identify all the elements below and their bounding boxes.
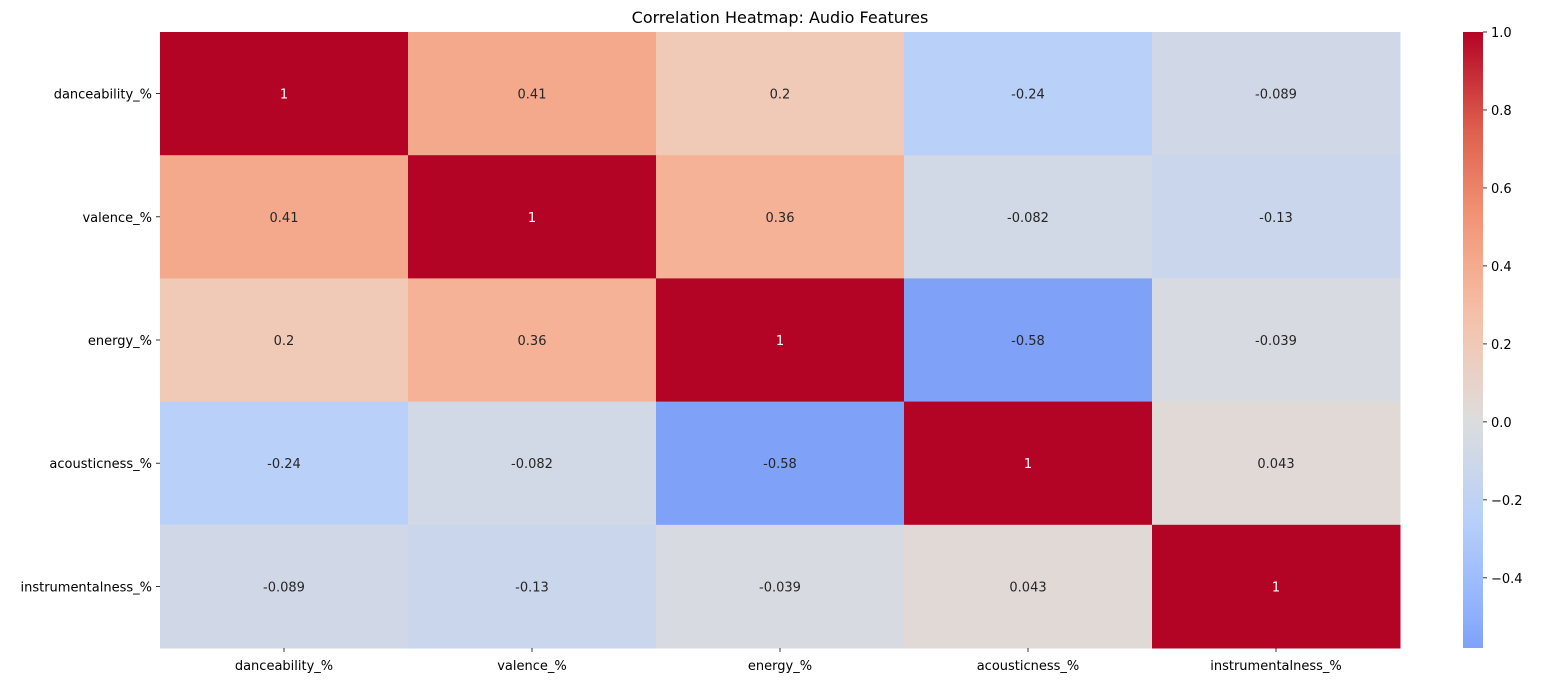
heatmap-cell bbox=[160, 155, 409, 279]
heatmap-cell bbox=[656, 524, 905, 649]
heatmap-cell bbox=[1152, 278, 1401, 403]
cell-annotation: 0.043 bbox=[1009, 580, 1046, 595]
x-tick-label: danceability_% bbox=[235, 659, 333, 674]
heatmap-cell bbox=[408, 32, 657, 156]
y-axis: danceability_% valence_% energy_% acousticn… bbox=[20, 88, 160, 595]
heatmap-cell bbox=[656, 32, 905, 156]
heatmap-cells bbox=[160, 32, 1401, 649]
heatmap-cell bbox=[1152, 155, 1401, 279]
heatmap-cell bbox=[904, 32, 1153, 156]
cell-annotation: -0.24 bbox=[267, 457, 301, 472]
heatmap-cell bbox=[408, 278, 657, 403]
cell-annotation: 1 bbox=[280, 88, 288, 103]
cell-annotation: 1 bbox=[1024, 457, 1032, 472]
cell-annotation: 0.043 bbox=[1257, 457, 1294, 472]
heatmap-cell bbox=[160, 278, 409, 403]
heatmap-cell bbox=[408, 524, 657, 649]
cell-annotation: 0.36 bbox=[518, 334, 547, 349]
colorbar-tick-label: 0.6 bbox=[1491, 182, 1512, 197]
x-axis: danceability_% valence_% energy_% acousticn… bbox=[235, 648, 1342, 674]
colorbar-tick-label: −0.4 bbox=[1491, 572, 1523, 587]
heatmap-cell bbox=[904, 155, 1153, 279]
cell-annotation: 1 bbox=[1272, 580, 1280, 595]
heatmap-cell bbox=[408, 401, 657, 526]
heatmap-cell bbox=[656, 401, 905, 526]
heatmap-cell bbox=[904, 524, 1153, 649]
cell-annotation: 0.2 bbox=[274, 334, 295, 349]
cell-annotation: -0.089 bbox=[1255, 88, 1297, 103]
heatmap-cell bbox=[1152, 401, 1401, 526]
y-tick-label: valence_% bbox=[82, 211, 152, 226]
heatmap-cell bbox=[160, 32, 409, 156]
colorbar-tick-label: 0.8 bbox=[1491, 104, 1512, 119]
x-tick-label: valence_% bbox=[497, 659, 567, 674]
y-tick-label: energy_% bbox=[88, 334, 152, 349]
cell-annotation: 0.36 bbox=[766, 211, 795, 226]
cell-annotation: 0.2 bbox=[770, 88, 791, 103]
y-tick-label: instrumentalness_% bbox=[20, 580, 152, 595]
cell-annotation: 0.41 bbox=[518, 88, 547, 103]
heatmap-cell bbox=[1152, 524, 1401, 649]
cell-annotation: -0.039 bbox=[759, 580, 801, 595]
heatmap-cell bbox=[656, 278, 905, 403]
heatmap-cell bbox=[408, 155, 657, 279]
cell-annotation: 1 bbox=[528, 211, 536, 226]
cell-annotation: -0.039 bbox=[1255, 334, 1297, 349]
x-tick-label: instrumentalness_% bbox=[1210, 659, 1342, 674]
cell-annotation: -0.58 bbox=[763, 457, 797, 472]
colorbar-tick-label: −0.2 bbox=[1491, 494, 1523, 509]
chart-title: Correlation Heatmap: Audio Features bbox=[632, 8, 929, 27]
y-tick-label: acousticness_% bbox=[49, 457, 152, 472]
colorbar: 1.0 0.8 0.6 0.4 0.2 0.0 −0.2 −0.4 bbox=[1463, 26, 1523, 648]
y-tick-label: danceability_% bbox=[54, 88, 152, 103]
cell-annotation: 0.41 bbox=[270, 211, 299, 226]
x-tick-label: acousticness_% bbox=[977, 659, 1080, 674]
colorbar-gradient bbox=[1463, 32, 1483, 648]
heatmap-cell bbox=[656, 155, 905, 279]
cell-annotation: -0.24 bbox=[1011, 88, 1045, 103]
heatmap-cell bbox=[1152, 32, 1401, 156]
heatmap-cell bbox=[904, 401, 1153, 526]
cell-annotation: -0.082 bbox=[1007, 211, 1049, 226]
colorbar-tick-label: 1.0 bbox=[1491, 26, 1512, 41]
x-tick-label: energy_% bbox=[748, 659, 812, 674]
cell-annotation: -0.089 bbox=[263, 580, 305, 595]
cell-annotation: -0.13 bbox=[1259, 211, 1293, 226]
heatmap-annotations: 1 0.41 0.2 -0.24 -0.089 0.41 1 0.36 -0.082 -0.13 0… bbox=[263, 88, 1297, 596]
cell-annotation: -0.58 bbox=[1011, 334, 1045, 349]
cell-annotation: -0.082 bbox=[511, 457, 553, 472]
colorbar-tick-label: 0.0 bbox=[1491, 416, 1512, 431]
colorbar-tick-label: 0.2 bbox=[1491, 338, 1512, 353]
heatmap-cell bbox=[160, 524, 409, 649]
heatmap-cell bbox=[904, 278, 1153, 403]
colorbar-tick-label: 0.4 bbox=[1491, 260, 1512, 275]
heatmap-cell bbox=[160, 401, 409, 526]
cell-annotation: -0.13 bbox=[515, 580, 549, 595]
cell-annotation: 1 bbox=[776, 334, 784, 349]
